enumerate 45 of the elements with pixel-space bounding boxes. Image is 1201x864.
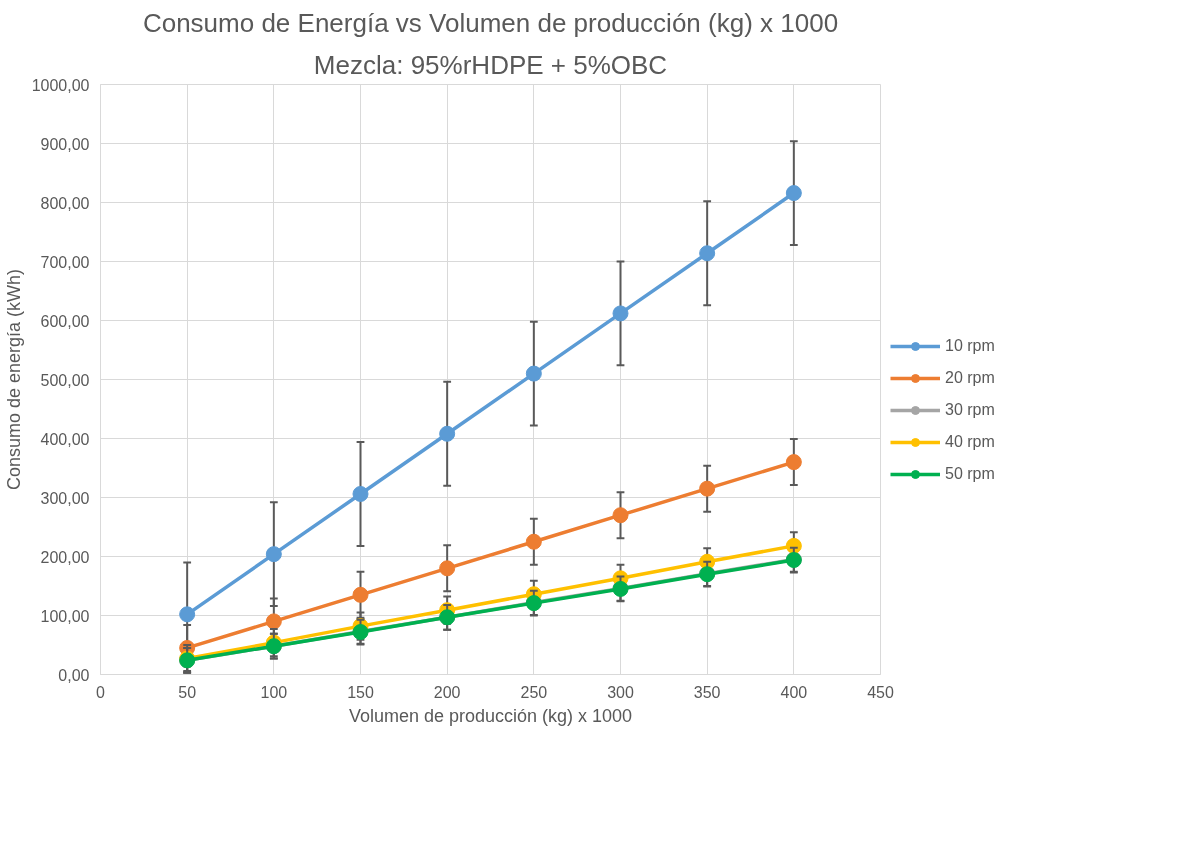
point [352,485,369,502]
y-tick-label: 0,00 [58,666,90,684]
y-tick-label: 900,00 [40,135,90,153]
x-tick-label: 100 [260,683,288,701]
point [525,533,542,550]
chart-title: Consumo de Energía vs Volumen de producción (kg) x 1000 [142,7,839,38]
legend-label: 10 rpm [945,337,995,355]
x-tick-label: 350 [693,683,721,701]
point [179,606,196,623]
point [785,454,802,471]
y-tick-label: 800,00 [40,194,90,212]
x-tick-label: 250 [520,683,548,701]
point [265,546,282,563]
x-tick-label: 200 [433,683,461,701]
x-tick-label: 0 [96,683,106,701]
x-tick-label: 50 [178,683,197,701]
point [439,425,456,442]
x-tick-label: 400 [780,683,808,701]
point [265,613,282,630]
y-tick-label: 200,00 [40,548,90,566]
point [352,586,369,603]
legend-label: 30 rpm [945,401,995,419]
point [699,245,716,262]
y-tick-label: 300,00 [40,489,90,507]
point [612,507,629,524]
y-tick-label: 400,00 [40,430,90,448]
y-tick-label: 600,00 [40,312,90,330]
chart-subtitle: Mezcla: 95%rHDPE + 5%OBC [313,49,668,80]
x-axis-title: Volumen de producción (kg) x 1000 [348,705,633,726]
y-tick-label: 700,00 [40,253,90,271]
y-tick-label: 1000,00 [31,76,90,94]
legend-label: 40 rpm [945,433,995,451]
y-tick-label: 100,00 [40,607,90,625]
point [525,365,542,382]
y-tick-label: 500,00 [40,371,90,389]
point [785,185,802,202]
x-tick-label: 450 [867,683,894,701]
legend-label: 50 rpm [945,465,995,483]
y-axis-title: Consumo de energía (kWh) [3,268,24,491]
point [439,560,456,577]
point [699,480,716,497]
legend-label: 20 rpm [945,369,995,387]
x-tick-label: 150 [347,683,374,701]
x-tick-label: 300 [607,683,634,701]
point [612,305,629,322]
